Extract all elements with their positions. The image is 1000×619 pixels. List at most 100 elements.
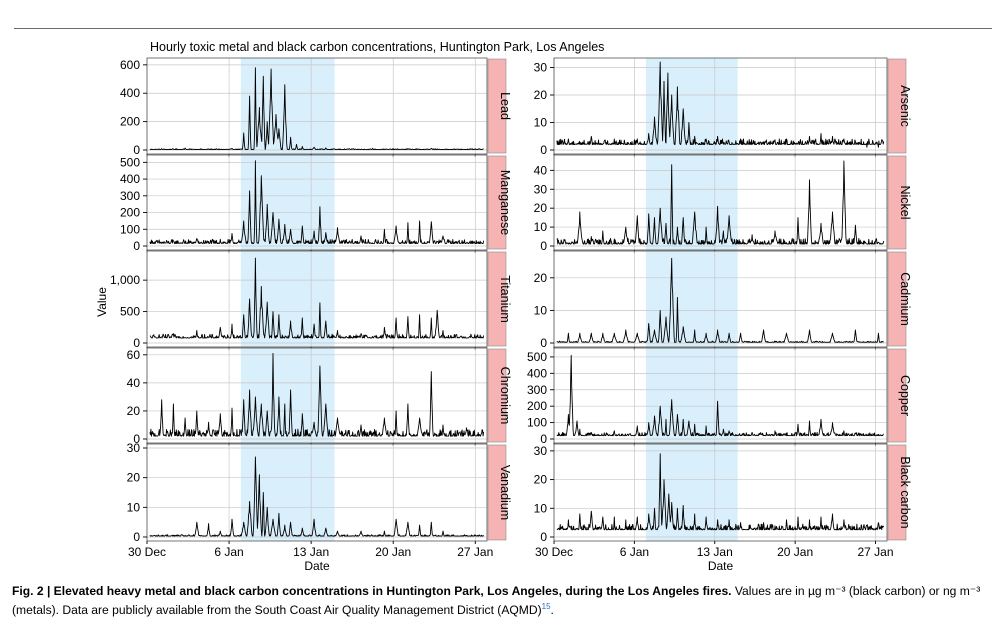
y-tick-label-chromium: 20 [127,404,141,418]
y-tick-label-arsenic: 30 [534,61,548,75]
y-tick-label-black-carbon: 10 [534,501,548,515]
series-line-black-carbon [556,453,885,531]
y-tick-label-manganese: 400 [120,172,140,186]
series-line-chromium [149,352,485,437]
series-line-lead [149,67,484,151]
y-tick-label-lead: 400 [120,86,140,100]
y-tick-label-copper: 300 [527,383,547,397]
y-tick-label-lead: 600 [120,58,140,72]
panel-frame-copper [553,347,888,444]
y-tick-label-nickel: 0 [540,239,547,253]
panel-frame-nickel [553,154,888,251]
panel-frame-arsenic [553,57,888,155]
y-tick-label-arsenic: 10 [534,116,548,130]
y-tick-label-chromium: 0 [133,432,140,446]
facet-label-cadmium: Cadmium [898,272,912,326]
series-line-arsenic [556,61,885,148]
caption-reference: 15 [541,602,551,611]
facet-label-chromium: Chromium [498,367,512,425]
y-tick-label-black-carbon: 20 [534,473,548,487]
figure-chart: Hourly toxic metal and black carbon conc… [95,40,912,573]
caption-period: . [550,603,554,618]
fire-period-band-nickel [645,155,738,250]
x-tick-label: 20 Jan [777,545,813,559]
facet-strip-copper [887,348,907,443]
y-tick-label-nickel: 30 [534,182,548,196]
y-tick-label-vanadium: 20 [127,471,141,485]
y-tick-label-vanadium: 0 [133,530,140,544]
y-tick-label-cadmium: 10 [534,303,548,317]
y-tick-label-copper: 400 [527,366,547,380]
facet-label-black-carbon: Black carbon [898,456,912,528]
y-tick-label-cadmium: 0 [540,336,547,350]
y-tick-label-copper: 100 [527,416,547,430]
facet-label-nickel: Nickel [898,185,912,219]
chart-title: Hourly toxic metal and black carbon conc… [150,40,604,54]
facet-strip-nickel [887,155,907,250]
y-tick-label-chromium: 40 [127,376,141,390]
y-tick-label-copper: 0 [540,432,547,446]
panel-frame-cadmium [553,250,888,348]
facet-label-copper: Copper [898,375,912,416]
facet-strip-chromium [487,348,507,443]
y-tick-label-manganese: 0 [133,239,140,253]
series-line-nickel [556,160,885,245]
x-axis-label: Date [708,559,734,573]
facet-label-manganese: Manganese [498,170,512,235]
y-tick-label-cadmium: 20 [534,271,548,285]
y-tick-label-vanadium: 30 [127,441,141,455]
series-line-titanium [149,257,485,339]
caption-label: Fig. 2 | Elevated heavy metal and black … [12,584,732,598]
x-tick-label: 13 Jan [293,545,329,559]
y-axis-label: Value [95,287,109,317]
y-tick-label-arsenic: 20 [534,88,548,102]
x-tick-label: 30 Dec [535,545,573,559]
y-tick-label-titanium: 500 [120,305,140,319]
series-line-copper [556,354,884,437]
facet-strip-arsenic [887,58,907,154]
fire-period-band-copper [645,348,738,443]
fire-period-band-cadmium [645,251,738,347]
y-tick-label-manganese: 500 [120,155,140,169]
facet-label-vanadium: Vanadium [498,465,512,520]
y-tick-label-vanadium: 10 [127,500,141,514]
panel-frame-lead [146,57,488,155]
panel-frame-vanadium [146,443,488,542]
y-tick-label-copper: 200 [527,399,547,413]
series-line-manganese [149,160,485,244]
x-tick-label: 6 Jan [620,545,649,559]
y-tick-label-black-carbon: 30 [534,444,548,458]
facet-label-lead: Lead [498,92,512,120]
y-tick-label-nickel: 20 [534,201,548,215]
facet-strip-manganese [487,155,507,250]
y-tick-label-lead: 200 [120,115,140,129]
x-tick-label: 30 Dec [128,545,166,559]
facet-strip-black-carbon [887,444,907,541]
series-line-vanadium [149,456,484,537]
y-tick-label-manganese: 200 [120,206,140,220]
y-tick-label-nickel: 10 [534,220,548,234]
x-tick-label: 27 Jan [858,545,894,559]
y-tick-label-titanium: 0 [133,336,140,350]
chart-svg: Hourly toxic metal and black carbon conc… [95,40,912,573]
x-tick-label: 13 Jan [697,545,733,559]
y-tick-label-chromium: 60 [127,348,141,362]
caption-text: Values are in µg m⁻³ (black carbon) or n… [12,584,981,618]
y-tick-label-lead: 0 [133,143,140,157]
y-tick-label-nickel: 40 [534,163,548,177]
x-tick-label: 27 Jan [457,545,493,559]
panel-frame-manganese [146,154,488,251]
y-tick-label-copper: 500 [527,350,547,364]
figure-caption: Fig. 2 | Elevated heavy metal and black … [12,583,992,618]
series-line-cadmium [556,257,884,343]
x-tick-label: 6 Jan [214,545,243,559]
facet-strip-vanadium [487,444,507,541]
x-axis-label: Date [304,559,330,573]
x-tick-label: 20 Jan [375,545,411,559]
facet-strip-titanium [487,251,507,347]
y-tick-label-manganese: 300 [120,189,140,203]
facet-strip-lead [487,58,507,154]
y-tick-label-titanium: 1,000 [110,273,140,287]
y-tick-label-black-carbon: 0 [540,530,547,544]
panel-frame-black-carbon [553,443,888,542]
